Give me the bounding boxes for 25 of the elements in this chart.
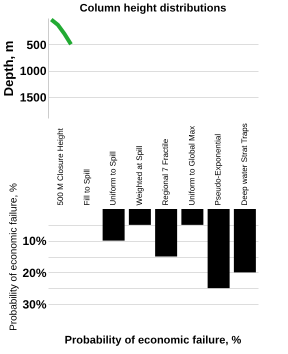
x-tick-label: 500 M Closure Height: [56, 127, 66, 206]
x-tick-label: Uniform to Spill: [108, 151, 118, 206]
bar: [128, 209, 151, 225]
x-tick-label: Fill to Spill: [82, 168, 92, 206]
bar: [102, 209, 125, 241]
x-tick-label: Deep water Strat Traps: [240, 123, 249, 206]
y-tick-label: 500: [26, 38, 47, 52]
y-tick-label: 10%: [22, 234, 47, 248]
x-tick-label: Regional 7 Fractile: [161, 138, 170, 206]
y-axis-title: Depth, m: [0, 40, 16, 96]
y-tick-label: 1000: [20, 64, 47, 78]
text: Probability of economic failure, %: [64, 334, 242, 346]
bar: [208, 209, 230, 288]
y-axis-title: Probability of economic failure, %: [8, 182, 20, 331]
x-tick-label: Pseudo-Exponential: [214, 134, 223, 206]
y-tick-label: 1500: [20, 90, 47, 104]
y-tick-label: 20%: [22, 266, 47, 280]
bar: [155, 209, 178, 256]
x-tick-label: Uniform to Global Max: [187, 126, 196, 206]
chart-title: Column height distributions: [80, 2, 226, 15]
line-series: [49, 18, 73, 46]
bar: [181, 209, 204, 225]
x-tick-label: Weighted at Spill: [134, 145, 144, 206]
bar: [234, 209, 256, 272]
y-tick-label: 30%: [22, 298, 47, 312]
